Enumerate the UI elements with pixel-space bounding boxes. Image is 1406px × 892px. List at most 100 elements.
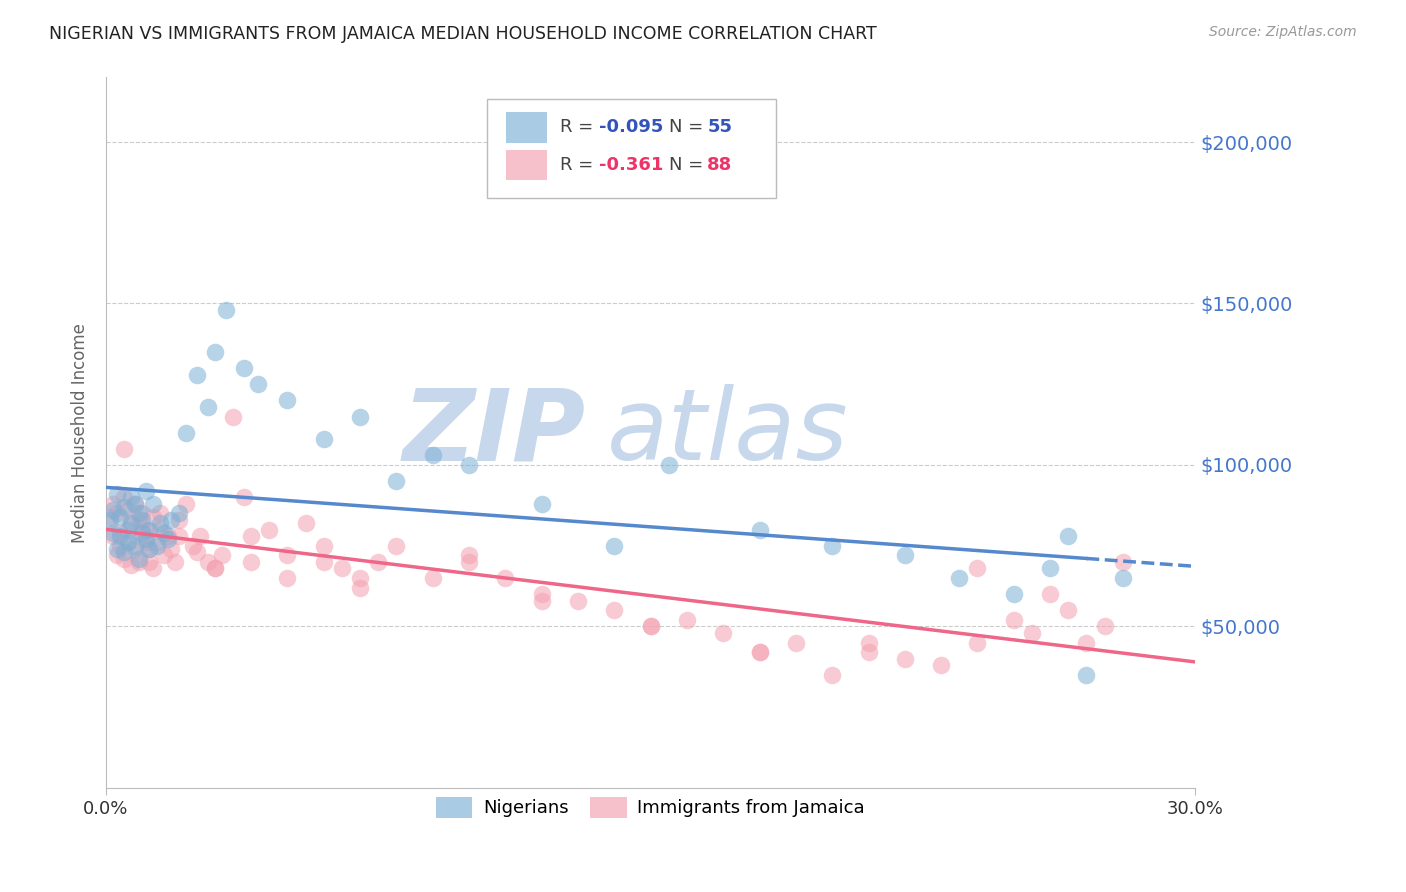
Point (966, 635, 988, 649)
Point (156, 529, 179, 543)
Point (748, 523, 770, 537)
Point (247, 377, 270, 392)
Text: -0.095: -0.095 (599, 118, 664, 136)
Point (149, 516, 172, 530)
Point (530, 587, 553, 601)
Point (929, 658, 952, 673)
Point (105, 507, 128, 521)
Point (312, 432, 335, 446)
Point (1076, 668, 1098, 682)
Point (530, 593, 553, 607)
Point (110, 539, 132, 553)
Point (135, 483, 157, 498)
Point (821, 668, 844, 682)
Point (1076, 635, 1098, 649)
Point (117, 535, 139, 549)
Point (145, 539, 167, 553)
Point (349, 571, 371, 585)
Point (135, 533, 157, 547)
Point (124, 497, 146, 511)
Point (128, 513, 150, 527)
Point (494, 571, 516, 585)
Point (112, 551, 135, 566)
Point (894, 651, 917, 665)
Point (1021, 625, 1043, 640)
Point (858, 645, 880, 659)
Point (232, 490, 254, 504)
Text: 88: 88 (707, 156, 733, 174)
Point (128, 555, 150, 569)
FancyBboxPatch shape (488, 99, 776, 198)
Point (120, 516, 142, 530)
Point (124, 541, 146, 556)
Point (349, 409, 371, 424)
Point (1002, 613, 1025, 627)
Point (1112, 571, 1135, 585)
Point (197, 400, 219, 414)
Point (1039, 587, 1062, 601)
Point (188, 529, 211, 543)
Point (167, 529, 190, 543)
FancyBboxPatch shape (506, 112, 547, 143)
Point (156, 533, 179, 547)
Point (215, 302, 238, 317)
Point (138, 541, 160, 556)
Point (105, 541, 128, 556)
Point (101, 525, 124, 540)
Point (186, 368, 208, 382)
Legend: Nigerians, Immigrants from Jamaica: Nigerians, Immigrants from Jamaica (429, 789, 872, 825)
Point (748, 645, 770, 659)
Point (145, 535, 167, 549)
Point (101, 497, 124, 511)
Point (204, 561, 226, 575)
Point (174, 497, 197, 511)
Point (112, 490, 135, 504)
Point (186, 545, 208, 559)
Point (312, 539, 335, 553)
Point (603, 539, 626, 553)
Point (640, 619, 662, 633)
Point (138, 555, 160, 569)
Point (153, 549, 176, 563)
Point (135, 523, 157, 537)
Point (1002, 587, 1025, 601)
Text: N =: N = (669, 156, 709, 174)
Point (458, 555, 481, 569)
Point (349, 581, 371, 595)
Point (98, 513, 121, 527)
Point (1039, 561, 1062, 575)
Text: N =: N = (669, 118, 709, 136)
Point (167, 513, 190, 527)
Point (294, 516, 316, 530)
Point (232, 361, 254, 376)
Point (142, 497, 165, 511)
Point (240, 529, 263, 543)
Point (211, 549, 233, 563)
Point (676, 613, 699, 627)
Point (105, 487, 128, 501)
Point (131, 513, 153, 527)
Point (110, 509, 132, 524)
Point (197, 555, 219, 569)
Point (112, 500, 135, 514)
Point (240, 555, 263, 569)
Point (422, 571, 444, 585)
Point (163, 555, 186, 569)
Point (422, 448, 444, 462)
Y-axis label: Median Household Income: Median Household Income (72, 323, 89, 542)
Point (711, 625, 734, 640)
Point (160, 541, 183, 556)
Point (142, 561, 165, 575)
Point (149, 507, 172, 521)
Point (385, 474, 408, 488)
Point (131, 525, 153, 540)
Point (110, 525, 132, 540)
Point (458, 549, 481, 563)
Point (858, 635, 880, 649)
Point (112, 442, 135, 456)
Point (120, 558, 142, 572)
Point (110, 529, 132, 543)
Point (101, 503, 124, 517)
Point (124, 497, 146, 511)
Point (131, 523, 153, 537)
